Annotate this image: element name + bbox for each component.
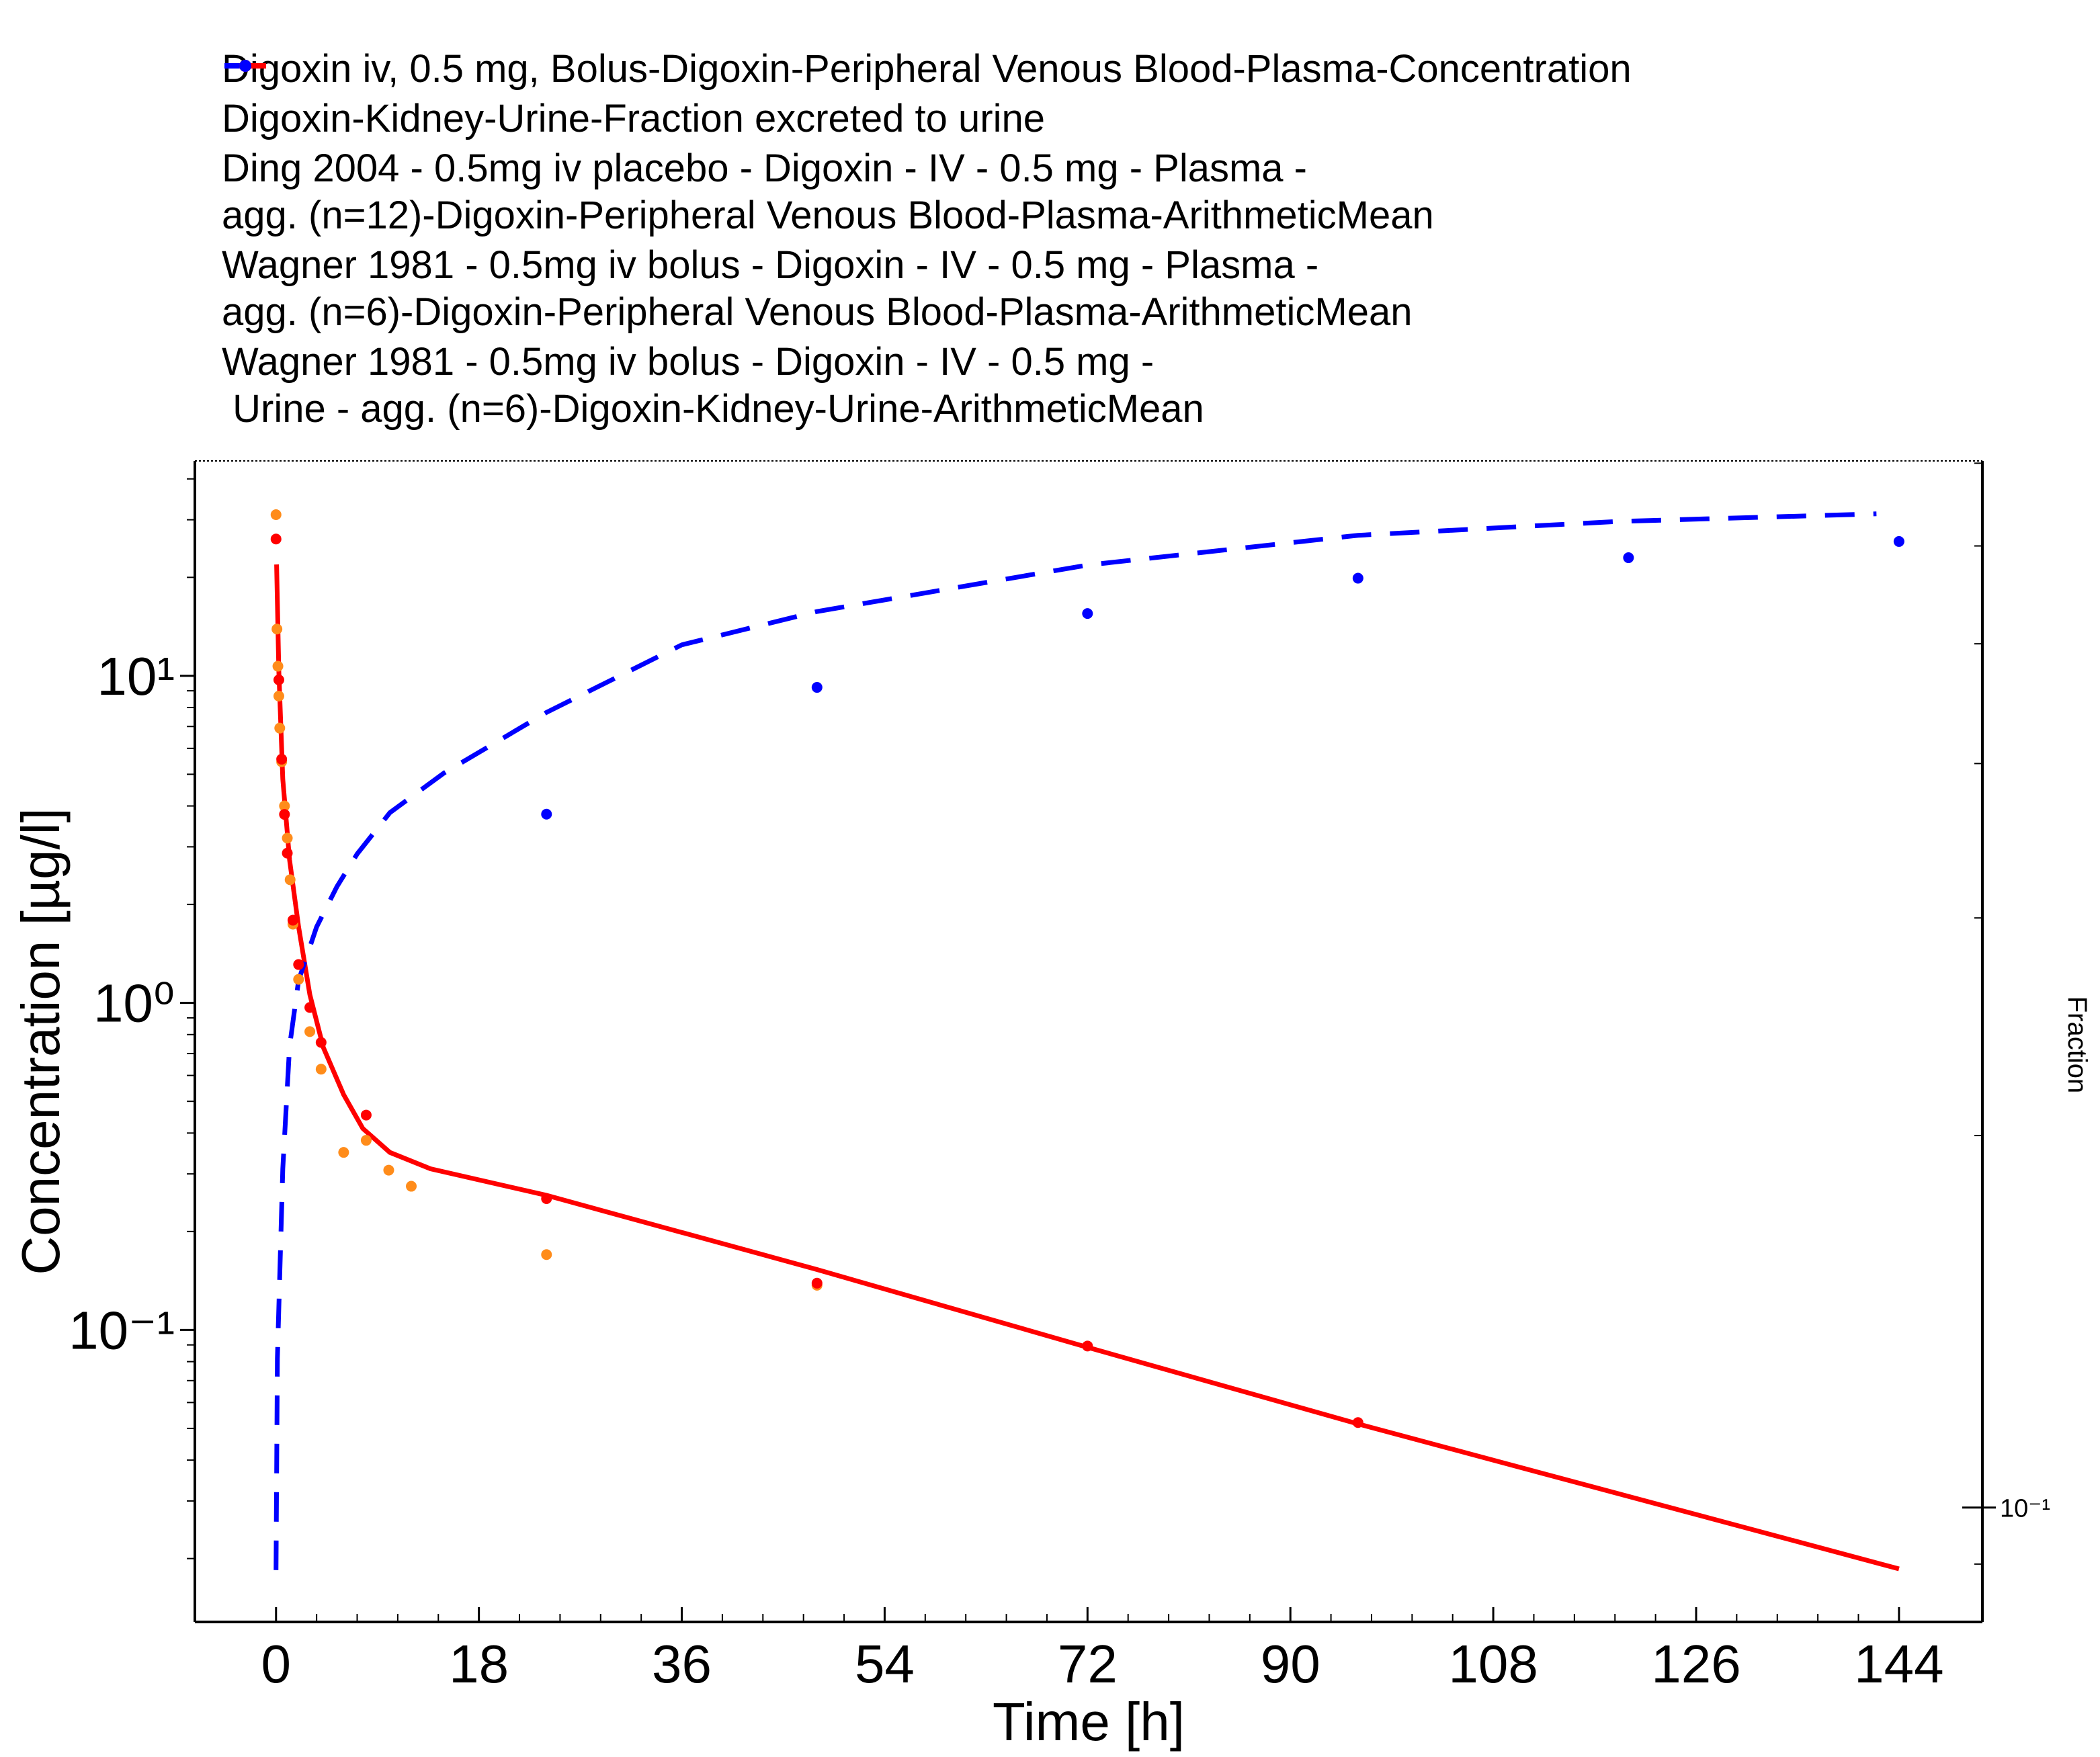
data-point: [270, 509, 282, 520]
data-point: [287, 914, 298, 926]
x-tick-label: 0: [261, 1634, 292, 1694]
y-tick-label: 10⁻¹: [69, 1300, 175, 1360]
legend-label: Ding 2004 - 0.5mg iv placebo - Digoxin -…: [222, 146, 1434, 237]
data-point: [1893, 535, 1904, 547]
x-tick-label: 36: [652, 1634, 712, 1694]
legend-key: [239, 60, 251, 72]
data-point: [273, 674, 284, 685]
data-point: [282, 832, 293, 844]
data-point: [315, 1064, 327, 1075]
data-point: [274, 722, 286, 734]
data-point: [315, 1037, 327, 1048]
data-point: [1352, 572, 1363, 584]
data-point: [293, 959, 304, 970]
x-tick-label: 18: [449, 1634, 509, 1694]
data-point: [383, 1164, 394, 1176]
data-point: [1623, 552, 1634, 564]
plot-area: [270, 509, 1904, 1572]
data-point: [284, 874, 296, 886]
data-point: [811, 682, 823, 693]
legend-entry: Ding 2004 - 0.5mg iv placebo - Digoxin -…: [222, 60, 1632, 239]
x-tick-label: 90: [1261, 1634, 1320, 1694]
data-point: [1082, 608, 1093, 619]
legend-label: Wagner 1981 - 0.5mg iv bolus - Digoxin -…: [222, 243, 1413, 334]
legend: Digoxin iv, 0.5 mg, Bolus-Digoxin-Periph…: [222, 46, 1632, 435]
data-point: [541, 808, 552, 820]
data-point: [304, 1026, 316, 1037]
x-tick-label: 72: [1058, 1634, 1118, 1694]
data-point: [1352, 1417, 1363, 1428]
series-line: [274, 564, 1900, 1572]
data-point: [304, 1002, 316, 1013]
y-tick-label: 10⁰: [93, 974, 175, 1033]
legend-entry: Digoxin iv, 0.5 mg, Bolus-Digoxin-Periph…: [222, 46, 1632, 93]
series-line: [274, 511, 1877, 1570]
data-point: [282, 847, 293, 859]
data-point: [541, 1249, 552, 1260]
x-tick-label: 54: [855, 1634, 915, 1694]
x-tick-label: 144: [1854, 1634, 1943, 1694]
legend-entry: Wagner 1981 - 0.5mg iv bolus - Digoxin -…: [222, 60, 1632, 336]
legend-symbol: [239, 60, 251, 72]
legend-entry: Digoxin-Kidney-Urine-Fraction excreted t…: [222, 63, 1632, 142]
data-point: [276, 753, 288, 765]
y-tick-label: 10¹: [97, 646, 175, 706]
x-tick-label: 108: [1448, 1634, 1538, 1694]
legend-key: [224, 63, 266, 69]
legend-label: Digoxin-Kidney-Urine-Fraction excreted t…: [222, 97, 1045, 140]
data-point: [279, 809, 290, 820]
data-point: [360, 1135, 372, 1146]
y-axis-title: Concentration [µg/l]: [11, 808, 71, 1275]
data-point: [293, 974, 304, 985]
data-point: [271, 624, 283, 635]
data-point: [273, 691, 284, 702]
data-point: [811, 1277, 823, 1289]
data-point: [279, 800, 290, 812]
legend-label: Wagner 1981 - 0.5mg iv bolus - Digoxin -…: [222, 340, 1204, 431]
data-point: [541, 1193, 552, 1205]
data-point: [272, 660, 284, 672]
data-point: [360, 1109, 372, 1121]
legend-label: Digoxin iv, 0.5 mg, Bolus-Digoxin-Periph…: [222, 47, 1632, 91]
x-tick-label: 126: [1651, 1634, 1740, 1694]
data-point: [270, 533, 282, 545]
legend-entry: Wagner 1981 - 0.5mg iv bolus - Digoxin -…: [222, 60, 1632, 433]
y2-tick-label: 10⁻¹: [2000, 1495, 2050, 1523]
data-point: [406, 1181, 417, 1192]
x-axis-title: Time [h]: [993, 1692, 1185, 1752]
data-point: [338, 1147, 349, 1158]
y2-axis-title: Fraction: [2062, 996, 2092, 1094]
data-point: [1082, 1340, 1093, 1352]
